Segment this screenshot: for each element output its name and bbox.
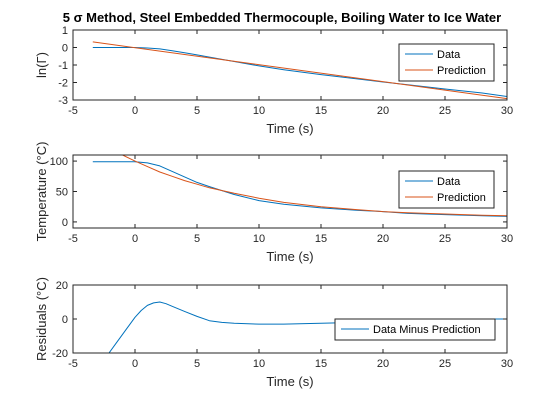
x-tick-label: 5 xyxy=(194,233,200,245)
x-tick-label: 0 xyxy=(132,105,138,117)
x-tick-label: 30 xyxy=(501,358,513,370)
x-tick-label: -5 xyxy=(68,105,78,117)
y-tick-label: 0 xyxy=(62,217,68,229)
y-tick-label: -2 xyxy=(58,78,68,90)
x-tick-label: 25 xyxy=(439,233,451,245)
y-tick-label: -20 xyxy=(52,348,68,360)
x-tick-label: 30 xyxy=(501,233,513,245)
x-axis-label: Time (s) xyxy=(266,249,313,264)
x-tick-label: 25 xyxy=(439,105,451,117)
x-axis-label: Time (s) xyxy=(266,121,313,136)
x-tick-label: 15 xyxy=(315,105,327,117)
y-axis-label: ln(Γ) xyxy=(34,52,49,78)
x-tick-label: 30 xyxy=(501,105,513,117)
legend: Data Prediction xyxy=(399,44,494,81)
x-tick-label: 25 xyxy=(439,358,451,370)
x-tick-label: 0 xyxy=(132,233,138,245)
y-axis-label: Residuals (°C) xyxy=(34,277,49,361)
legend: Data Minus Prediction xyxy=(335,319,495,340)
y-tick-label: 0 xyxy=(62,314,68,326)
x-tick-label: 15 xyxy=(315,233,327,245)
x-tick-label: 20 xyxy=(377,105,389,117)
y-tick-label: 50 xyxy=(56,187,68,199)
x-tick-label: 5 xyxy=(194,105,200,117)
legend-entry: Data xyxy=(437,176,461,188)
y-tick-label: -3 xyxy=(58,95,68,107)
legend-entry: Prediction xyxy=(437,65,486,77)
x-tick-label: 10 xyxy=(253,233,265,245)
subplot-residuals: -5 0 5 10 15 20 25 30 -20 0 20 Time (s) Residuals (°… xyxy=(34,277,513,389)
x-tick-label: 10 xyxy=(253,105,265,117)
x-tick-label: 5 xyxy=(194,358,200,370)
chart-title: 5 σ Method, Steel Embedded Thermocouple,… xyxy=(63,10,501,25)
x-tick-label: 10 xyxy=(253,358,265,370)
x-tick-label: 20 xyxy=(377,358,389,370)
legend-entry: Prediction xyxy=(437,192,486,204)
x-tick-label: -5 xyxy=(68,233,78,245)
x-tick-label: 15 xyxy=(315,358,327,370)
x-tick-label: 20 xyxy=(377,233,389,245)
y-axis-label: Temperature (°C) xyxy=(34,142,49,242)
y-tick-label: 0 xyxy=(62,43,68,55)
legend-entry: Data xyxy=(437,49,461,61)
legend: Data Prediction xyxy=(399,171,494,208)
y-tick-label: 20 xyxy=(56,280,68,292)
y-tick-label: -1 xyxy=(58,60,68,72)
x-tick-label: 0 xyxy=(132,358,138,370)
x-tick-label: -5 xyxy=(68,358,78,370)
legend-entry: Data Minus Prediction xyxy=(373,324,481,336)
y-tick-label: 1 xyxy=(62,25,68,37)
x-axis-label: Time (s) xyxy=(266,374,313,389)
y-tick-label: 100 xyxy=(50,156,68,168)
subplot-log-gamma: -5 0 5 10 15 20 25 30 -3 -2 -1 0 1 Time (s) ln(Γ) Data P… xyxy=(34,25,513,136)
